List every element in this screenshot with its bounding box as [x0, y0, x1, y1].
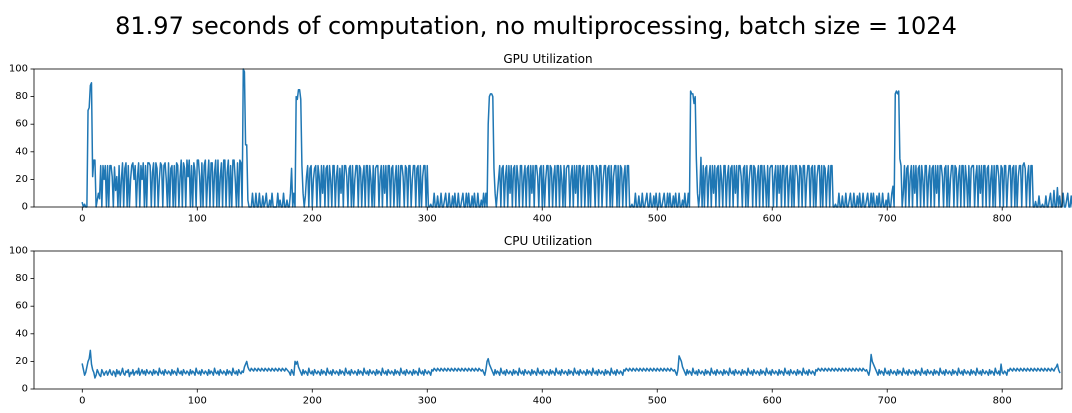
gpu-x-tick-label: 100: [188, 214, 207, 225]
cpu-axes-title: CPU Utilization: [504, 234, 592, 248]
cpu-y-axis: 0 20 40 60 80 100: [9, 246, 34, 395]
cpu-x-tick-label: 100: [188, 396, 207, 407]
cpu-x-tick-label: 300: [418, 396, 437, 407]
gpu-y-tick-label: 40: [15, 146, 28, 157]
gpu-y-tick-label: 20: [15, 174, 28, 185]
cpu-y-tick-label: 40: [15, 328, 28, 339]
cpu-x-tick-label: 700: [878, 396, 897, 407]
cpu-y-tick-label: 100: [9, 246, 28, 257]
gpu-axes-title: GPU Utilization: [503, 52, 592, 66]
gpu-x-axis: 0 100 200 300 400 500 600 700 800: [79, 207, 1012, 225]
cpu-y-tick-label: 0: [22, 384, 28, 395]
gpu-x-tick-label: 0: [79, 214, 85, 225]
gpu-x-tick-label: 700: [878, 214, 897, 225]
cpu-x-axis: 0 100 200 300 400 500 600 700 800: [79, 389, 1012, 407]
cpu-x-tick-label: 600: [763, 396, 782, 407]
gpu-x-tick-label: 500: [648, 214, 667, 225]
gpu-y-tick-label: 60: [15, 119, 28, 130]
cpu-utilization-line: [81, 349, 1061, 379]
cpu-x-tick-label: 500: [648, 396, 667, 407]
cpu-x-tick-label: 0: [79, 396, 85, 407]
cpu-x-tick-label: 400: [533, 396, 552, 407]
cpu-utilization-axes: CPU Utilization 0 20 40 60 80 100 0 100 200 300 4…: [9, 234, 1063, 407]
figure-suptitle: 81.97 seconds of computation, no multipr…: [115, 12, 957, 40]
cpu-axes-frame: [33, 250, 1063, 390]
gpu-x-tick-label: 200: [303, 214, 322, 225]
gpu-y-axis: 0 20 40 60 80 100: [9, 64, 34, 213]
cpu-plot-area: [81, 349, 1061, 379]
cpu-y-tick-label: 60: [15, 301, 28, 312]
gpu-utilization-axes: GPU Utilization 0 20 40 60 80 100 0 100 200 300 4…: [9, 52, 1072, 225]
cpu-x-tick-label: 200: [303, 396, 322, 407]
gpu-x-tick-label: 800: [993, 214, 1012, 225]
gpu-x-tick-label: 600: [763, 214, 782, 225]
gpu-x-tick-label: 300: [418, 214, 437, 225]
gpu-y-tick-label: 80: [15, 91, 28, 102]
cpu-x-tick-label: 800: [993, 396, 1012, 407]
gpu-y-tick-label: 100: [9, 64, 28, 75]
gpu-axes-frame: [33, 68, 1063, 208]
cpu-y-tick-label: 20: [15, 356, 28, 367]
gpu-y-tick-label: 0: [22, 202, 28, 213]
gpu-x-tick-label: 400: [533, 214, 552, 225]
cpu-y-tick-label: 80: [15, 273, 28, 284]
